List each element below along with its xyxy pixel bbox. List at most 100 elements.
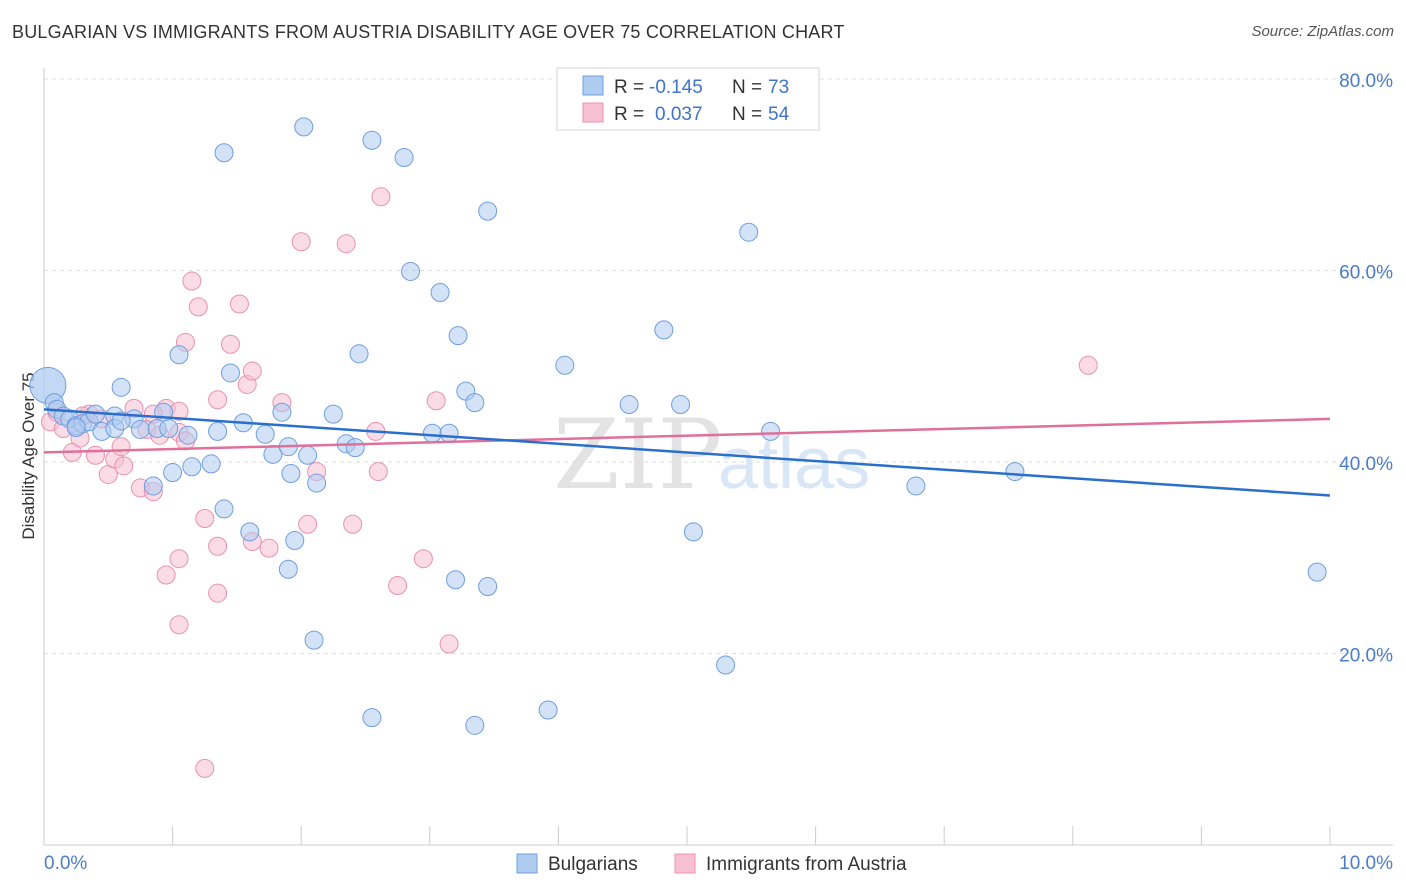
bulgarians-point xyxy=(538,700,558,720)
bulgarians-point xyxy=(1307,562,1327,582)
austria-point xyxy=(85,445,105,465)
stats-n-value-1: 73 xyxy=(768,77,789,98)
bulgarians-point xyxy=(619,395,639,415)
bulgarians-point xyxy=(143,476,163,496)
bulgarians-point xyxy=(739,222,759,242)
stats-r-label-2: R = xyxy=(614,104,644,125)
bulgarians-point xyxy=(1005,462,1025,482)
austria-point xyxy=(169,615,189,635)
bulgarians-point xyxy=(214,143,234,163)
stats-n-label-2: N = xyxy=(732,104,762,125)
stats-r-value-1: -0.145 xyxy=(649,77,703,98)
trend-lines xyxy=(43,408,1331,497)
y-tick-label: 80.0% xyxy=(1339,71,1393,92)
bulgarians-point xyxy=(111,411,131,431)
bulgarians-point xyxy=(654,320,674,340)
austria-point xyxy=(111,437,131,457)
austria-point xyxy=(114,456,134,476)
bulgarians-point xyxy=(465,393,485,413)
austria-point xyxy=(208,390,228,410)
bulgarians-point xyxy=(240,522,260,542)
bulgarians-point xyxy=(478,201,498,221)
trend-line-bulgarians xyxy=(43,408,1331,497)
austria-point xyxy=(208,583,228,603)
legend-swatch-bulgarians xyxy=(516,853,538,874)
stats-r-label-1: R = xyxy=(614,77,644,98)
austria-point xyxy=(208,536,228,556)
stats-legend-swatch-austria xyxy=(582,102,604,123)
x-tick-label: 0.0% xyxy=(44,853,87,874)
austria-point xyxy=(242,361,262,381)
bulgarians-point xyxy=(401,261,421,281)
bottom-legend: Bulgarians Immigrants from Austria xyxy=(516,853,907,875)
austria-point xyxy=(298,514,318,534)
chart-title: BULGARIAN VS IMMIGRANTS FROM AUSTRIA DIS… xyxy=(12,22,845,42)
bulgarians-point xyxy=(465,715,485,735)
austria-point xyxy=(1078,355,1098,375)
legend-swatch-austria xyxy=(674,853,696,874)
bulgarians-point xyxy=(716,655,736,675)
austria-point xyxy=(371,187,391,207)
y-tick-labels: 20.0% 40.0% 60.0% 80.0% xyxy=(1339,71,1393,667)
bulgarians-point xyxy=(66,418,86,438)
stats-legend: R = -0.145 N = 73 R = 0.037 N = 54 xyxy=(556,67,820,131)
bulgarians-point xyxy=(906,476,926,496)
bulgarians-point xyxy=(362,708,382,728)
austria-point xyxy=(169,549,189,569)
austria-point xyxy=(229,294,249,314)
austria-point xyxy=(439,634,459,654)
bulgarians-point xyxy=(304,630,324,650)
bulgarians-point xyxy=(272,402,292,422)
bulgarians-point xyxy=(307,473,327,493)
austria-point xyxy=(336,234,356,254)
y-tick-label: 60.0% xyxy=(1339,263,1393,284)
austria-point xyxy=(188,297,208,317)
bulgarians-point xyxy=(220,363,240,383)
austria-point xyxy=(413,549,433,569)
x-tick-labels: 0.0% 10.0% xyxy=(44,853,1393,874)
bulgarians-point xyxy=(294,117,314,137)
bulgarians-point xyxy=(278,559,298,579)
austria-point xyxy=(368,462,388,482)
austria-point xyxy=(195,758,215,778)
bulgarians-point xyxy=(349,344,369,364)
bulgarians-point xyxy=(394,148,414,168)
austria-point xyxy=(388,576,408,596)
bulgarians-point xyxy=(169,345,189,365)
bulgarians-point xyxy=(163,463,183,483)
bulgarians-point xyxy=(345,438,365,458)
watermark-zip: ZIP xyxy=(553,399,722,511)
axes xyxy=(43,68,1393,846)
bulgarians-point xyxy=(298,445,318,465)
bulgarians-point xyxy=(208,421,228,441)
trend-line-austria xyxy=(43,417,1331,454)
austria-point xyxy=(156,565,176,585)
legend-label-austria: Immigrants from Austria xyxy=(706,854,907,875)
bulgarians-point xyxy=(362,130,382,150)
y-axis-title: Disability Age Over 75 xyxy=(19,372,38,539)
bulgarians-point xyxy=(439,423,459,443)
bulgarians-point xyxy=(111,377,131,397)
x-tick-label: 10.0% xyxy=(1339,853,1393,874)
bulgarians-point xyxy=(255,424,275,444)
y-tick-label: 40.0% xyxy=(1339,454,1393,475)
bulgarians-point xyxy=(281,463,301,483)
austria-point xyxy=(259,538,279,558)
stats-n-value-2: 54 xyxy=(768,104,790,125)
austria-point xyxy=(182,271,202,291)
bulgarians-point xyxy=(285,531,305,551)
bulgarians-point xyxy=(555,355,575,375)
bulgarians-point xyxy=(761,421,781,441)
bulgarians-point xyxy=(214,499,234,519)
bulgarians-point xyxy=(448,326,468,346)
y-tick-label: 20.0% xyxy=(1339,646,1393,667)
stats-legend-swatch-bulgarians xyxy=(582,75,604,96)
bulgarians-point xyxy=(323,404,343,424)
austria-point xyxy=(343,514,363,534)
austria-point xyxy=(291,232,311,252)
bulgarians-point xyxy=(478,576,498,596)
bulgarians-point xyxy=(159,418,179,438)
bulgarians-point xyxy=(130,419,150,439)
